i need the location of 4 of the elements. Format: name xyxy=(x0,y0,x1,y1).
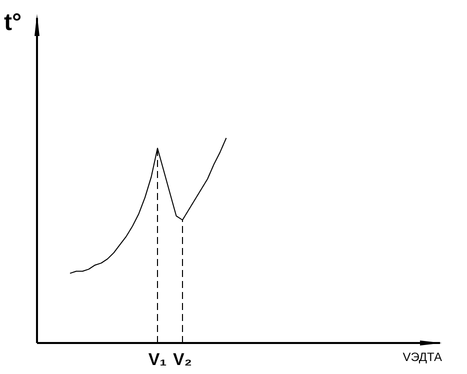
y-axis-title: t° xyxy=(4,9,22,36)
x-tick-label: V₁ xyxy=(148,350,167,369)
text: VЭДТА xyxy=(402,350,442,364)
x-tick-label: V₂ xyxy=(173,350,192,369)
